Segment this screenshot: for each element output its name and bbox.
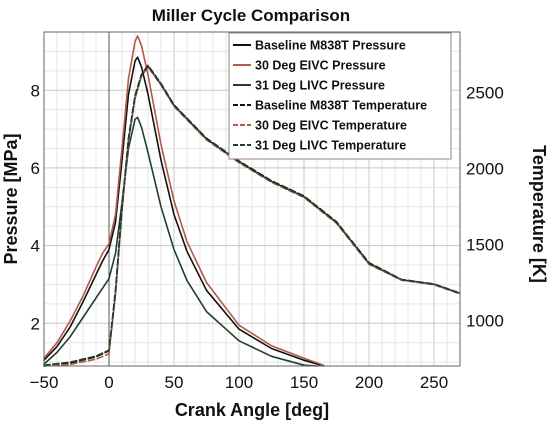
legend: Baseline M838T Pressure 30 Deg EIVC Press… bbox=[228, 32, 452, 160]
right-axis-ticks: 1000 1500 2000 2500 bbox=[466, 84, 504, 331]
x-tick-label: 50 bbox=[165, 373, 184, 392]
x-tick-label: 200 bbox=[355, 373, 383, 392]
chart-title: Miller Cycle Comparison bbox=[152, 6, 350, 25]
right-tick-label: 2000 bbox=[466, 160, 504, 179]
x-axis-ticks: −50 0 50 100 150 200 250 bbox=[30, 373, 449, 392]
x-tick-label: 100 bbox=[225, 373, 253, 392]
right-tick-label: 2500 bbox=[466, 84, 504, 103]
series-line-3 bbox=[43, 116, 318, 367]
left-tick-label: 6 bbox=[31, 159, 40, 178]
legend-label-2: 30 Deg EIVC Pressure bbox=[255, 59, 386, 73]
plot-frame bbox=[43, 31, 461, 367]
left-axis-title: Pressure [MPa] bbox=[1, 133, 21, 264]
legend-box bbox=[228, 32, 452, 160]
left-tick-label: 4 bbox=[31, 237, 40, 256]
series-line-1 bbox=[43, 56, 325, 367]
legend-label-5: 30 Deg EIVC Temperature bbox=[255, 119, 407, 133]
right-tick-label: 1000 bbox=[466, 311, 504, 330]
x-tick-label: 250 bbox=[420, 373, 448, 392]
x-axis-title: Crank Angle [deg] bbox=[175, 400, 329, 420]
x-tick-label: −50 bbox=[30, 373, 59, 392]
series-line-2 bbox=[43, 35, 325, 367]
left-axis-ticks: 2 4 6 8 bbox=[31, 81, 40, 333]
x-tick-label: 150 bbox=[290, 373, 318, 392]
right-axis-title: Temperature [K] bbox=[529, 145, 549, 283]
legend-label-4: Baseline M838T Temperature bbox=[255, 99, 427, 113]
x-tick-label: 0 bbox=[104, 373, 113, 392]
left-tick-label: 2 bbox=[31, 314, 40, 333]
right-tick-label: 1500 bbox=[466, 236, 504, 255]
legend-label-6: 31 Deg LIVC Temperature bbox=[255, 139, 406, 153]
series-layer bbox=[43, 35, 461, 367]
left-tick-label: 8 bbox=[31, 81, 40, 100]
legend-label-3: 31 Deg LIVC Pressure bbox=[255, 79, 385, 93]
series-line-6 bbox=[43, 65, 461, 367]
legend-label-1: Baseline M838T Pressure bbox=[255, 39, 406, 53]
